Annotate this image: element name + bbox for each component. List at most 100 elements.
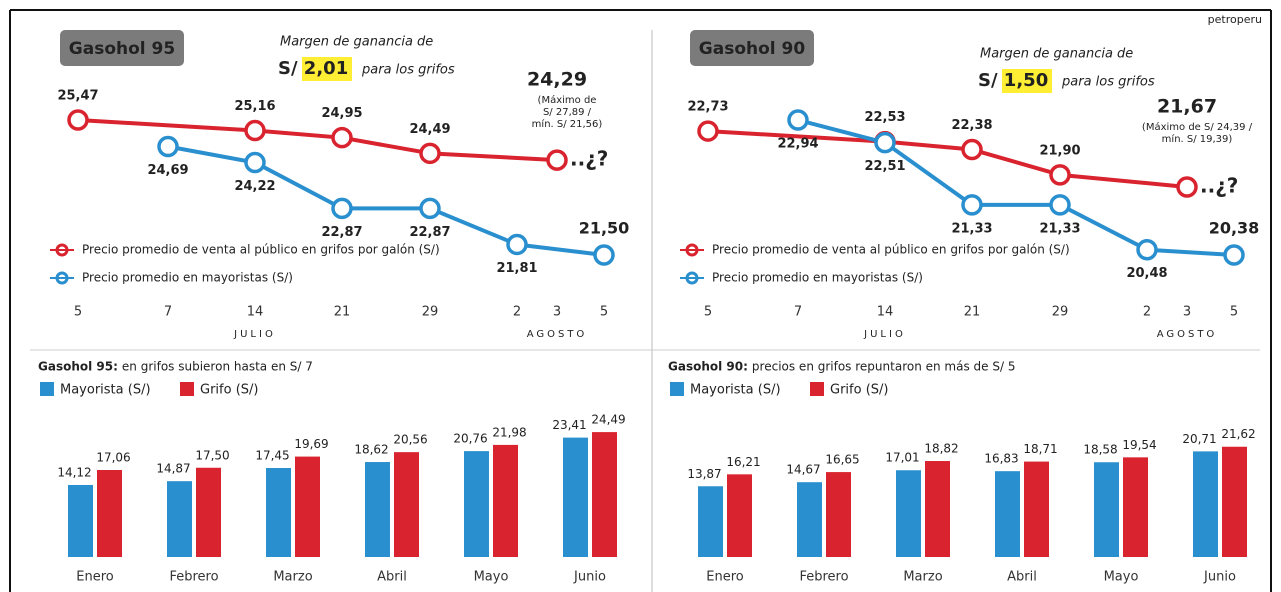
point [69, 111, 87, 129]
margin-value: S/ 2,01 [278, 58, 348, 79]
value-label: 25,16 [234, 99, 275, 114]
x-tick-label: 21 [334, 305, 351, 320]
chart-title: Gasohol 90: [668, 360, 748, 374]
bar [266, 468, 291, 557]
bar [97, 470, 122, 557]
legend-label: Precio promedio de venta al público en g… [712, 243, 1070, 257]
month-label: JULIO [863, 329, 906, 340]
note: mín. S/ 19,39) [1162, 133, 1233, 145]
legend-swatch [810, 382, 824, 396]
note: S/ 27,89 / [543, 107, 592, 118]
legend-label: Grifo (S/) [200, 383, 258, 398]
connector [78, 120, 255, 131]
x-tick-label: 21 [964, 305, 981, 320]
note: mín. S/ 21,56) [532, 118, 603, 130]
value-label: 24,95 [321, 106, 362, 121]
point [1178, 178, 1196, 196]
chart-title: Gasohol 90 [699, 39, 806, 59]
legend-swatch [40, 382, 54, 396]
bar [826, 472, 851, 557]
bar [1193, 451, 1218, 557]
bar [394, 452, 419, 557]
point [548, 151, 566, 169]
value-label: 24,29 [527, 69, 587, 91]
value-label: 21,33 [951, 221, 992, 236]
x-tick-label: 2 [513, 305, 521, 320]
source: petroperu [1208, 13, 1262, 26]
bar [1024, 462, 1049, 557]
x-tick-label: 2 [1143, 305, 1151, 320]
bar [1123, 457, 1148, 557]
x-tick-label: 14 [247, 305, 264, 320]
question: ..¿? [570, 147, 608, 171]
legend-label: Grifo (S/) [830, 383, 888, 398]
bar [925, 461, 950, 557]
value-label: 24,22 [234, 179, 275, 194]
value-label: 21,33 [1039, 221, 1080, 236]
chart-subtitle: en grifos subieron hasta en S/ 7 [122, 360, 313, 374]
value-label: 24,49 [409, 122, 450, 137]
x-tick-label: 7 [164, 305, 172, 320]
value-label: 20,48 [1126, 266, 1167, 281]
connector [517, 244, 604, 255]
value-label: 14,87 [156, 462, 190, 476]
point [876, 134, 894, 152]
x-tick-label: Mayo [474, 570, 509, 585]
value-label: 22,94 [777, 137, 818, 152]
bar [896, 470, 921, 557]
bar [68, 485, 93, 557]
connector [885, 142, 972, 150]
month-label: JULIO [233, 329, 276, 340]
value-label: 16,83 [984, 452, 1018, 466]
margin-text: Margen de ganancia de [280, 35, 433, 50]
legend-swatch [670, 382, 684, 396]
x-tick-label: 29 [422, 305, 439, 320]
value-label: 25,47 [57, 89, 98, 104]
connector [430, 153, 557, 160]
x-tick-label: Junio [1203, 570, 1236, 585]
x-tick-label: Junio [573, 570, 606, 585]
value-label: 20,38 [1209, 219, 1260, 238]
x-tick-label: 3 [1183, 305, 1191, 320]
bar [727, 474, 752, 557]
bar [797, 482, 822, 557]
margin-suffix: para los grifos [361, 63, 455, 78]
infographic: petroperu Gasohol 95Margen de ganancia d… [0, 0, 1281, 592]
value-label: 18,82 [924, 442, 958, 456]
value-label: 23,41 [552, 418, 586, 432]
legend-label: Precio promedio de venta al público en g… [82, 243, 440, 257]
value-label: 22,51 [864, 159, 905, 174]
value-label: 16,21 [726, 455, 760, 469]
point [1138, 241, 1156, 259]
bar [563, 438, 588, 557]
point [963, 141, 981, 159]
x-tick-label: 5 [600, 305, 608, 320]
value-label: 18,62 [354, 443, 388, 457]
bar [698, 486, 723, 557]
point [1051, 166, 1069, 184]
connector [168, 147, 255, 163]
value-label: 24,49 [591, 413, 625, 427]
bar [196, 468, 221, 557]
value-label: 18,58 [1083, 443, 1117, 457]
x-tick-label: Marzo [273, 570, 312, 585]
x-tick-label: 3 [553, 305, 561, 320]
value-label: 20,71 [1182, 432, 1216, 446]
x-tick-label: 5 [1230, 305, 1238, 320]
point [333, 199, 351, 217]
month-label: AGOSTO [527, 329, 588, 340]
x-tick-label: Mayo [1104, 570, 1139, 585]
value-label: 21,67 [1157, 95, 1217, 117]
connector [1060, 175, 1187, 187]
x-tick-label: 14 [877, 305, 894, 320]
value-label: 21,81 [496, 261, 537, 276]
value-label: 22,73 [687, 100, 728, 115]
value-label: 19,54 [1122, 438, 1156, 452]
point [246, 122, 264, 140]
x-tick-label: 7 [794, 305, 802, 320]
point [333, 129, 351, 147]
x-tick-label: Enero [76, 570, 114, 585]
value-label: 21,50 [579, 219, 630, 238]
bar [1094, 462, 1119, 557]
value-label: 19,69 [294, 437, 328, 451]
